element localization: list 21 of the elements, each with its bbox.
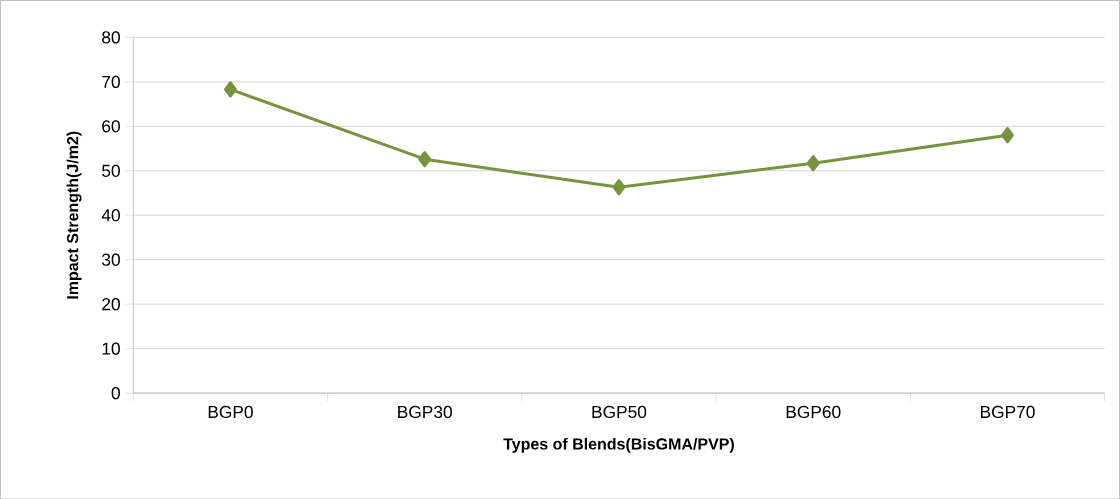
y-tick-label: 70 [102, 75, 120, 88]
y-axis-title: Impact Strength(J/m2) [66, 131, 82, 299]
point [612, 178, 626, 196]
point [223, 81, 237, 98]
y-tick-label: 40 [101, 208, 120, 222]
y-tick-label: 0 [111, 386, 120, 400]
x-tick-label: BGP70 [980, 405, 1035, 418]
y-tick-label: 60 [102, 119, 120, 133]
y-tick-label: 80 [102, 31, 120, 44]
x-tick-label: BGP60 [786, 405, 841, 418]
x-tick-label: BGP50 [592, 405, 647, 418]
y-tick-label: 30 [102, 253, 120, 266]
x-axis-title: Types of Blends(BisGMA/PVP) [503, 437, 734, 453]
x-tick-label: BGP30 [398, 405, 452, 418]
point [806, 154, 820, 172]
point [418, 150, 432, 168]
x-tick-label: BGP0 [208, 405, 253, 418]
y-tick-label: 50 [102, 164, 120, 177]
y-tick-label: 10 [102, 342, 120, 355]
point [1001, 126, 1014, 144]
y-tick-label: 20 [102, 297, 120, 311]
